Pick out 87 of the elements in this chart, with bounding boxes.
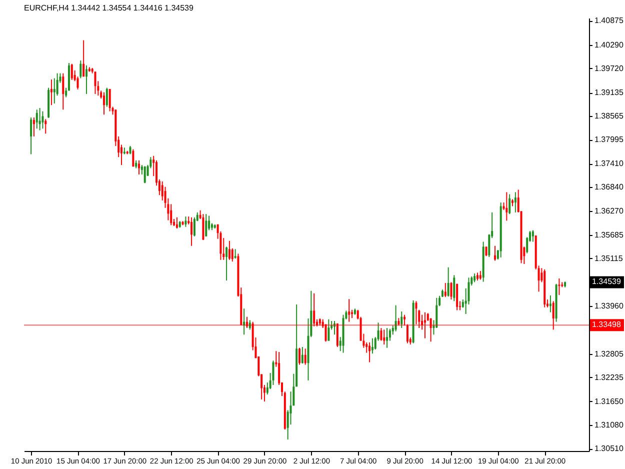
candlestick bbox=[514, 192, 516, 213]
candlestick bbox=[228, 240, 230, 260]
candlestick bbox=[44, 118, 47, 134]
y-tick-label: 1.40290 bbox=[594, 40, 624, 50]
y-tick-label: 1.35685 bbox=[594, 230, 624, 240]
y-tick-label: 1.37995 bbox=[594, 135, 624, 144]
candlestick bbox=[447, 266, 450, 298]
candlestick bbox=[248, 320, 251, 330]
candlestick bbox=[70, 63, 73, 80]
candlestick bbox=[424, 312, 426, 339]
candlestick bbox=[132, 148, 134, 168]
candlestick bbox=[383, 329, 386, 346]
y-tick-label: 1.36840 bbox=[594, 182, 624, 192]
y-tick-label: 1.31080 bbox=[594, 420, 624, 430]
candlestick bbox=[53, 78, 56, 104]
candlestick bbox=[558, 278, 560, 296]
candlestick bbox=[313, 292, 316, 327]
candlestick bbox=[102, 92, 105, 116]
y-tick-label: 1.37410 bbox=[594, 159, 624, 168]
candlestick bbox=[453, 274, 456, 302]
candlestick bbox=[243, 308, 246, 336]
candlestick bbox=[82, 40, 85, 78]
candlestick bbox=[234, 248, 236, 260]
ref-line-label: 1.33498 bbox=[592, 320, 622, 330]
candlestick bbox=[80, 60, 82, 79]
candlestick bbox=[334, 320, 336, 336]
candlestick bbox=[368, 342, 371, 363]
candlestick bbox=[380, 327, 382, 342]
candlestick bbox=[336, 322, 338, 348]
candlestick bbox=[304, 348, 306, 366]
y-tick-label: 1.39720 bbox=[594, 64, 624, 73]
y-tick-label: 1.32235 bbox=[594, 372, 624, 382]
y-tick-label: 1.32805 bbox=[594, 349, 624, 358]
candlestick bbox=[508, 194, 511, 215]
candlestick bbox=[108, 88, 111, 112]
candlestick bbox=[226, 246, 228, 282]
candlestick bbox=[30, 116, 32, 155]
candlestick bbox=[272, 360, 274, 386]
candlestick bbox=[444, 282, 446, 298]
y-tick-label: 1.38565 bbox=[594, 112, 624, 121]
candlestick bbox=[552, 300, 554, 330]
candlestick bbox=[301, 346, 304, 364]
candlestick bbox=[190, 216, 193, 246]
candlestick bbox=[94, 71, 96, 94]
candlestick bbox=[324, 324, 327, 342]
text: 1.34539 bbox=[592, 277, 622, 286]
y-tick-label: 1.31650 bbox=[594, 396, 624, 406]
y-tick-label: 1.36270 bbox=[594, 206, 624, 216]
candlestick bbox=[494, 245, 496, 262]
candlestick bbox=[184, 216, 187, 228]
candlestick bbox=[415, 300, 418, 325]
candlestick bbox=[450, 282, 452, 300]
candlestick bbox=[485, 246, 488, 257]
candlestick bbox=[144, 166, 146, 184]
candlestick bbox=[202, 214, 204, 241]
candlestick bbox=[246, 316, 248, 328]
candlestick bbox=[298, 347, 300, 366]
candlestick bbox=[400, 310, 403, 328]
candlestick bbox=[85, 64, 88, 94]
candlestick bbox=[406, 324, 408, 344]
candlestick bbox=[328, 318, 330, 342]
candlestick bbox=[42, 110, 44, 130]
y-tick-label: 1.30510 bbox=[594, 444, 624, 454]
candlestick bbox=[506, 192, 508, 222]
candlestick bbox=[205, 214, 208, 237]
candlestick bbox=[36, 109, 38, 130]
candlestick bbox=[394, 304, 397, 332]
candlestick bbox=[138, 160, 140, 175]
candlestick bbox=[549, 294, 552, 313]
candlestick bbox=[386, 327, 388, 348]
chart-title: EURCHF,H4 1.34442 1.34554 1.34416 1.34539 bbox=[24, 4, 194, 13]
candlestick bbox=[193, 216, 196, 237]
y-tick-label: 1.33960 bbox=[594, 302, 624, 311]
y-tick-label: 1.40875 bbox=[594, 16, 624, 26]
candlestick bbox=[32, 116, 35, 137]
y-tick-label: 1.35115 bbox=[594, 254, 624, 263]
candlestick bbox=[404, 314, 406, 326]
candlestick bbox=[62, 72, 64, 110]
y-tick-label: 1.39135 bbox=[594, 88, 624, 98]
candlestick bbox=[38, 107, 41, 131]
candlestick bbox=[50, 79, 52, 106]
candlestick bbox=[106, 87, 108, 108]
candlestick bbox=[371, 338, 374, 354]
candlestick bbox=[532, 230, 534, 242]
candlestick bbox=[176, 216, 178, 230]
candlestick bbox=[456, 283, 458, 311]
candlestick bbox=[348, 298, 350, 322]
